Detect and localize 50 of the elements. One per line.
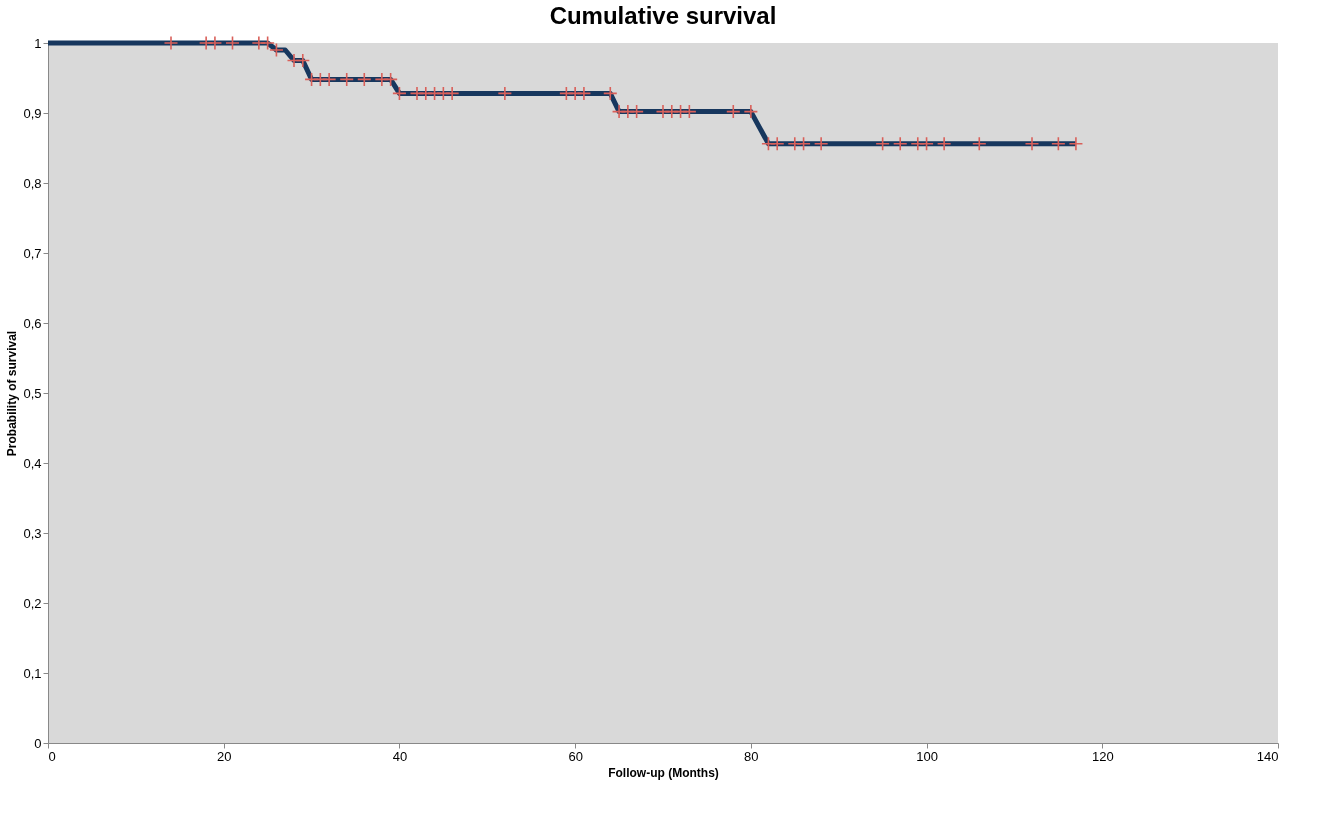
- y-tick-label: 0,3: [23, 525, 42, 541]
- x-tick-label: 80: [744, 748, 759, 764]
- point: [163, 35, 179, 51]
- x-tick-label: 60: [568, 748, 583, 764]
- point: [936, 136, 952, 152]
- y-tick-label: 0,4: [23, 455, 42, 471]
- y-tick-label: 0,9: [23, 105, 42, 121]
- x-tick-label: 140: [1256, 748, 1279, 764]
- point: [497, 86, 513, 101]
- chart-title: Cumulative survival: [549, 2, 777, 30]
- y-tick-label: 0,8: [23, 175, 42, 191]
- point: [796, 136, 811, 152]
- point: [356, 72, 372, 87]
- point: [295, 53, 311, 68]
- point: [383, 72, 398, 87]
- point: [444, 86, 460, 101]
- point: [392, 86, 407, 101]
- point: [892, 136, 908, 152]
- x-tick-label: 0: [48, 748, 56, 764]
- point: [339, 72, 355, 87]
- point: [207, 35, 223, 51]
- point: [769, 136, 785, 152]
- point: [682, 104, 697, 119]
- point: [971, 136, 987, 152]
- point: [725, 104, 741, 119]
- y-tick-label: 0,6: [23, 315, 42, 331]
- point: [1051, 136, 1066, 152]
- x-tick-label: 40: [392, 748, 408, 764]
- y-tick-label: 0: [34, 735, 42, 751]
- x-tick-label: 20: [216, 748, 232, 764]
- point: [602, 86, 618, 101]
- point: [225, 35, 240, 51]
- y-tick-label: 0,5: [23, 385, 42, 401]
- y-axis-title: Probability of survival: [5, 330, 20, 457]
- point: [1024, 136, 1040, 152]
- point: [629, 104, 644, 119]
- y-tick-label: 0,2: [23, 595, 42, 611]
- point: [321, 72, 337, 87]
- x-tick-label: 120: [1091, 748, 1114, 764]
- point: [919, 136, 934, 152]
- point: [576, 86, 592, 101]
- y-tick-label: 0,7: [23, 245, 42, 261]
- point: [875, 136, 890, 152]
- point: [743, 104, 759, 119]
- point: [813, 136, 829, 152]
- y-tick-label: 0,1: [23, 665, 42, 681]
- y-tick-label: 1: [34, 35, 42, 51]
- x-tick-label: 100: [916, 748, 938, 764]
- point: [1068, 136, 1084, 152]
- x-axis-title: Follow-up (Months): [608, 765, 719, 780]
